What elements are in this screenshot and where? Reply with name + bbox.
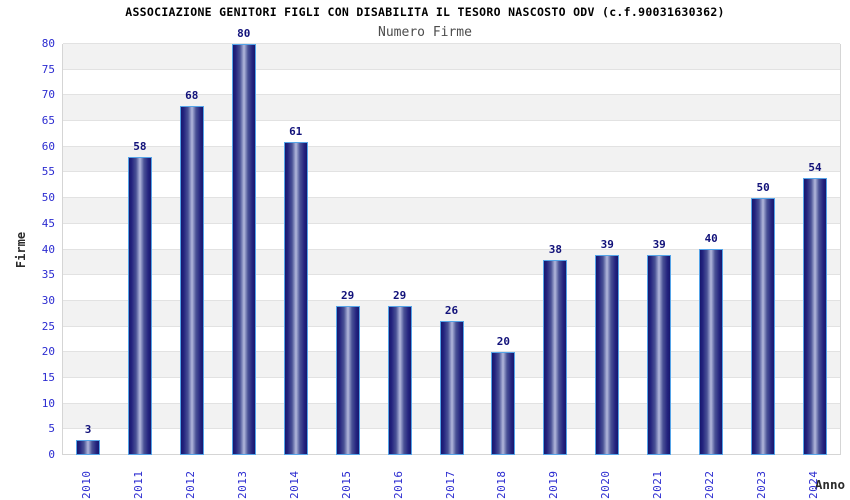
x-tick-label: 2011 bbox=[131, 470, 145, 500]
bar-2019 bbox=[543, 260, 568, 455]
x-tick-label: 2022 bbox=[703, 470, 717, 500]
bar-value-label: 20 bbox=[496, 335, 511, 348]
x-tick-label: 2016 bbox=[391, 470, 405, 500]
y-tick-label: 75 bbox=[41, 62, 55, 76]
bar-value-label: 39 bbox=[600, 238, 614, 251]
x-tick-label: 2017 bbox=[443, 470, 457, 500]
y-tick-label: 5 bbox=[48, 422, 55, 436]
bar-value-label: 40 bbox=[704, 232, 718, 245]
bar-2020 bbox=[595, 255, 620, 455]
bar-2022 bbox=[699, 249, 724, 455]
y-tick-label: 55 bbox=[41, 165, 55, 179]
x-tick-label: 2023 bbox=[755, 470, 769, 500]
bar-value-label: 58 bbox=[133, 140, 147, 153]
bar-2015 bbox=[335, 306, 360, 455]
bar-2024 bbox=[803, 178, 827, 455]
bar-2011 bbox=[127, 157, 152, 455]
y-tick-label: 10 bbox=[41, 396, 55, 410]
bar-value-label: 68 bbox=[185, 89, 199, 102]
y-tick-label: 25 bbox=[41, 319, 55, 333]
x-tick-label: 2020 bbox=[599, 470, 613, 500]
bar-2014 bbox=[283, 142, 308, 455]
y-tick-label: 15 bbox=[41, 370, 55, 384]
x-tick-label: 2021 bbox=[651, 470, 665, 500]
bar-2016 bbox=[387, 306, 412, 455]
grid-band bbox=[63, 43, 840, 69]
bar-value-label: 29 bbox=[392, 289, 407, 302]
y-tick-label: 40 bbox=[41, 242, 55, 256]
bar-2023 bbox=[751, 198, 776, 455]
y-tick-label: 35 bbox=[41, 268, 55, 282]
bar-value-label: 50 bbox=[756, 181, 770, 194]
grid-band bbox=[63, 68, 840, 95]
y-tick-label: 0 bbox=[48, 448, 55, 461]
x-tick-label: 2010 bbox=[80, 470, 93, 500]
x-tick-label: 2014 bbox=[287, 470, 301, 500]
bar-2017 bbox=[439, 321, 464, 455]
bar-2021 bbox=[647, 255, 672, 455]
bar-value-label: 80 bbox=[237, 27, 251, 40]
bar-value-label: 26 bbox=[444, 304, 459, 317]
y-tick-label: 20 bbox=[41, 345, 55, 359]
y-tick-label: 45 bbox=[41, 216, 55, 230]
x-tick-label: 2024 bbox=[807, 470, 820, 500]
x-tick-label: 2018 bbox=[495, 470, 509, 500]
x-axis-title: Anno bbox=[814, 477, 845, 492]
bar-value-label: 61 bbox=[289, 125, 303, 138]
bar-value-label: 54 bbox=[808, 161, 822, 174]
bar-value-label: 3 bbox=[84, 423, 92, 436]
y-tick-label: 65 bbox=[41, 114, 55, 128]
bar-2018 bbox=[491, 352, 516, 455]
y-tick-label: 60 bbox=[41, 139, 55, 153]
bar-2013 bbox=[231, 44, 256, 455]
bar-value-label: 38 bbox=[548, 243, 563, 256]
bar-2010 bbox=[76, 440, 100, 455]
bar-2012 bbox=[179, 106, 204, 455]
bar-value-label: 29 bbox=[340, 289, 355, 302]
x-tick-label: 2012 bbox=[183, 470, 197, 500]
bar-value-label: 39 bbox=[652, 238, 666, 251]
chart-subtitle: Numero Firme bbox=[378, 25, 472, 40]
x-tick-label: 2013 bbox=[235, 470, 249, 500]
x-tick-label: 2019 bbox=[547, 470, 561, 500]
y-tick-label: 50 bbox=[41, 191, 55, 205]
y-tick-label: 70 bbox=[41, 88, 55, 102]
chart-title: ASSOCIAZIONE GENITORI FIGLI CON DISABILI… bbox=[125, 5, 725, 19]
y-tick-label: 30 bbox=[41, 293, 55, 307]
x-tick-label: 2015 bbox=[339, 470, 353, 500]
y-tick-label: 80 bbox=[41, 37, 55, 50]
